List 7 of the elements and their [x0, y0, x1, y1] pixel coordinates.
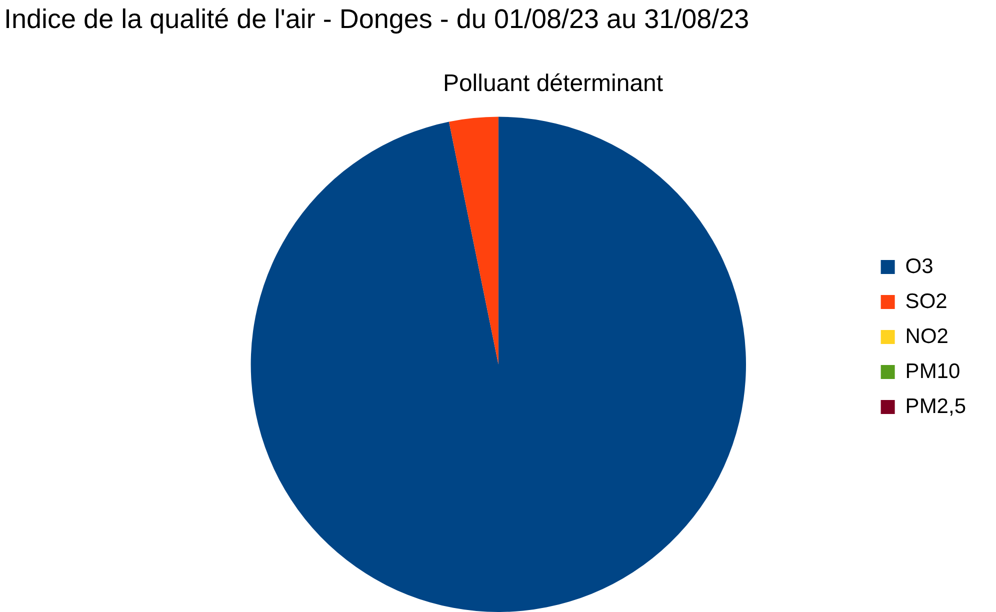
legend-label: PM10	[905, 360, 960, 383]
legend-label: SO2	[905, 290, 948, 313]
chart-subtitle: Polluant déterminant	[442, 70, 664, 98]
legend-label: NO2	[905, 324, 948, 348]
legend-label: PM2,5	[905, 394, 966, 418]
chart-title: Indice de la qualité de l'air - Donges - du 01/08/23 au 31/08/23	[4, 4, 750, 35]
legend-label: O3	[905, 254, 934, 278]
